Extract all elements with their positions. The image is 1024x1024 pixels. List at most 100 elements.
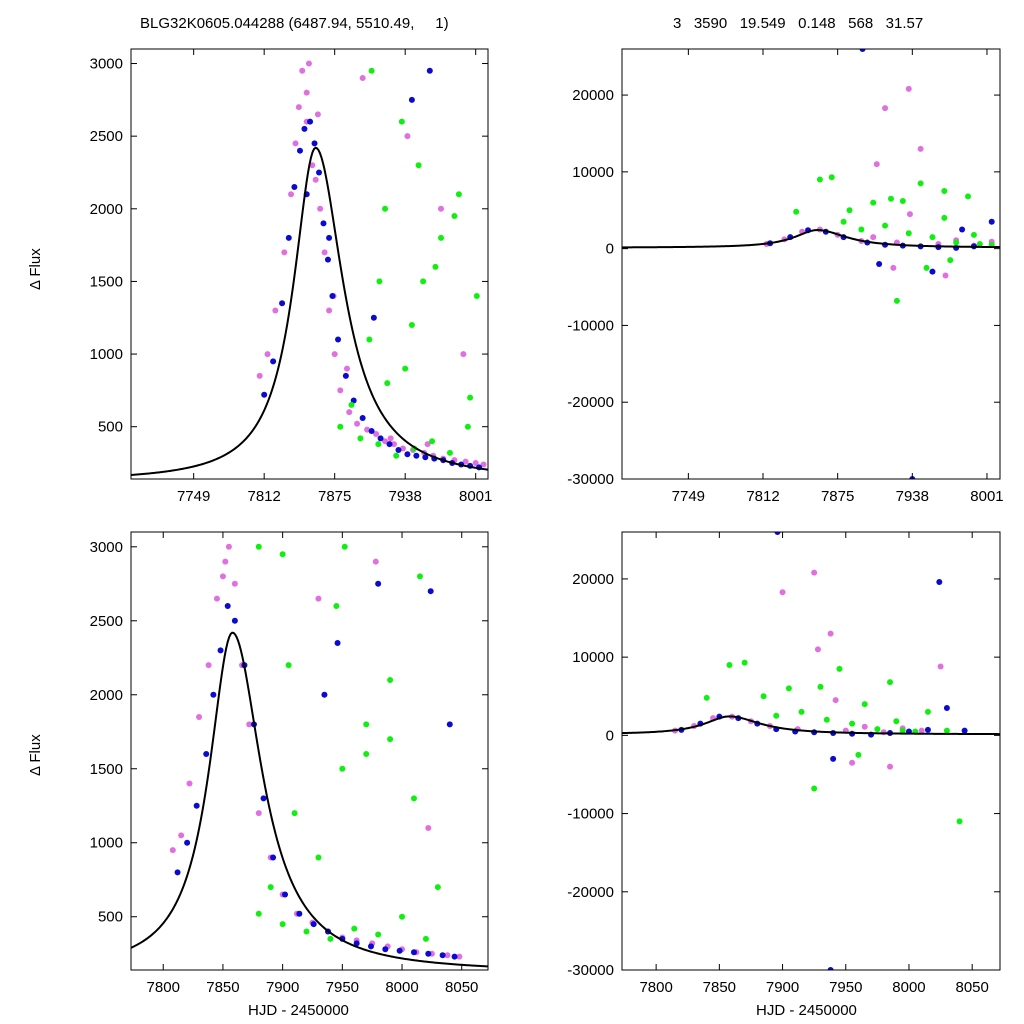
data-point	[376, 278, 383, 285]
data-point	[917, 180, 924, 187]
y-tick-label: 3000	[90, 539, 123, 556]
plot-frame	[621, 48, 1001, 480]
data-point	[703, 694, 710, 701]
data-point	[460, 351, 467, 358]
data-point	[882, 222, 889, 229]
data-point	[827, 630, 834, 637]
data-point	[387, 676, 394, 683]
plot-frame	[130, 48, 489, 480]
data-point	[893, 297, 900, 304]
data-point	[291, 810, 298, 817]
y-tick-label: 500	[98, 909, 123, 926]
data-point	[899, 727, 906, 734]
data-point	[836, 665, 843, 672]
data-point	[346, 409, 353, 416]
header-star-id: BLG32K0605.044288 (6487.94, 5510.49, 1)	[140, 15, 449, 32]
data-point	[377, 435, 384, 442]
x-tick-label: 7938	[388, 488, 421, 505]
x-tick-label: 7749	[177, 488, 210, 505]
y-tick-label: 20000	[572, 571, 614, 588]
data-point	[893, 718, 900, 725]
data-point	[429, 438, 436, 445]
data-point	[282, 891, 289, 898]
data-point	[326, 307, 333, 314]
data-point	[281, 249, 288, 256]
data-point	[760, 693, 767, 700]
x-tick-label: 8050	[445, 979, 478, 996]
data-point	[861, 723, 868, 730]
data-point	[876, 261, 883, 267]
data-point	[827, 967, 834, 970]
data-point	[307, 118, 314, 125]
data-point	[943, 727, 950, 734]
data-point	[370, 314, 377, 321]
data-point	[337, 387, 344, 394]
data-point	[396, 947, 403, 954]
data-point	[310, 921, 317, 928]
x-tick-label: 8001	[970, 488, 1003, 505]
data-point	[811, 785, 818, 792]
data-point	[422, 454, 429, 461]
data-point	[309, 162, 316, 169]
scatter-points	[256, 60, 487, 471]
data-point	[965, 193, 972, 200]
data-point	[393, 452, 400, 459]
data-point	[384, 380, 391, 387]
data-point	[186, 780, 193, 787]
x-tick-label: 8000	[892, 979, 925, 996]
data-point	[846, 207, 853, 214]
data-point	[299, 67, 306, 74]
data-point	[321, 249, 328, 256]
y-tick-label: 2500	[90, 128, 123, 145]
data-point	[404, 133, 411, 140]
data-point	[936, 579, 943, 586]
data-point	[929, 268, 936, 275]
y-tick-label: 2500	[90, 613, 123, 630]
y-tick-label: -10000	[567, 317, 614, 334]
y-tick-label: 1500	[90, 273, 123, 290]
data-point	[363, 721, 370, 728]
data-point	[961, 727, 968, 734]
x-tick-label: 7938	[896, 488, 929, 505]
data-point	[279, 551, 286, 558]
x-tick-label: 7850	[206, 979, 239, 996]
data-point	[437, 205, 444, 212]
data-point	[353, 940, 360, 947]
data-point	[988, 218, 995, 225]
data-point	[301, 125, 308, 132]
data-point	[256, 372, 263, 379]
data-point	[464, 423, 471, 430]
data-point	[255, 910, 262, 917]
plot-frame	[621, 531, 1001, 971]
data-point	[382, 946, 389, 953]
data-point	[231, 617, 238, 624]
header-fit-params: 3 3590 19.549 0.148 568 31.57	[673, 15, 924, 32]
data-point	[317, 205, 324, 212]
data-point	[196, 713, 203, 720]
data-point	[359, 75, 366, 82]
data-point	[870, 199, 877, 206]
data-point	[793, 208, 800, 215]
data-point	[941, 214, 948, 221]
data-point	[382, 205, 389, 212]
data-point	[399, 913, 406, 920]
data-point	[288, 191, 295, 198]
data-point	[432, 263, 439, 270]
data-point	[726, 661, 733, 668]
data-point	[427, 588, 434, 595]
data-point	[859, 49, 866, 52]
data-point	[217, 647, 224, 654]
data-point	[267, 884, 274, 891]
data-point	[870, 234, 877, 241]
data-point	[375, 580, 382, 587]
y-tick-label: 2000	[90, 687, 123, 704]
data-point	[444, 952, 451, 959]
data-point	[305, 60, 312, 67]
data-point	[798, 708, 805, 715]
data-point	[270, 854, 277, 861]
data-point	[832, 697, 839, 704]
data-point	[451, 953, 458, 960]
y-tick-label: -20000	[567, 884, 614, 901]
panel-bottom-left: 7800 7850 7900 7950 8000 8050 500 1000 1500 2000 2…	[90, 531, 489, 996]
